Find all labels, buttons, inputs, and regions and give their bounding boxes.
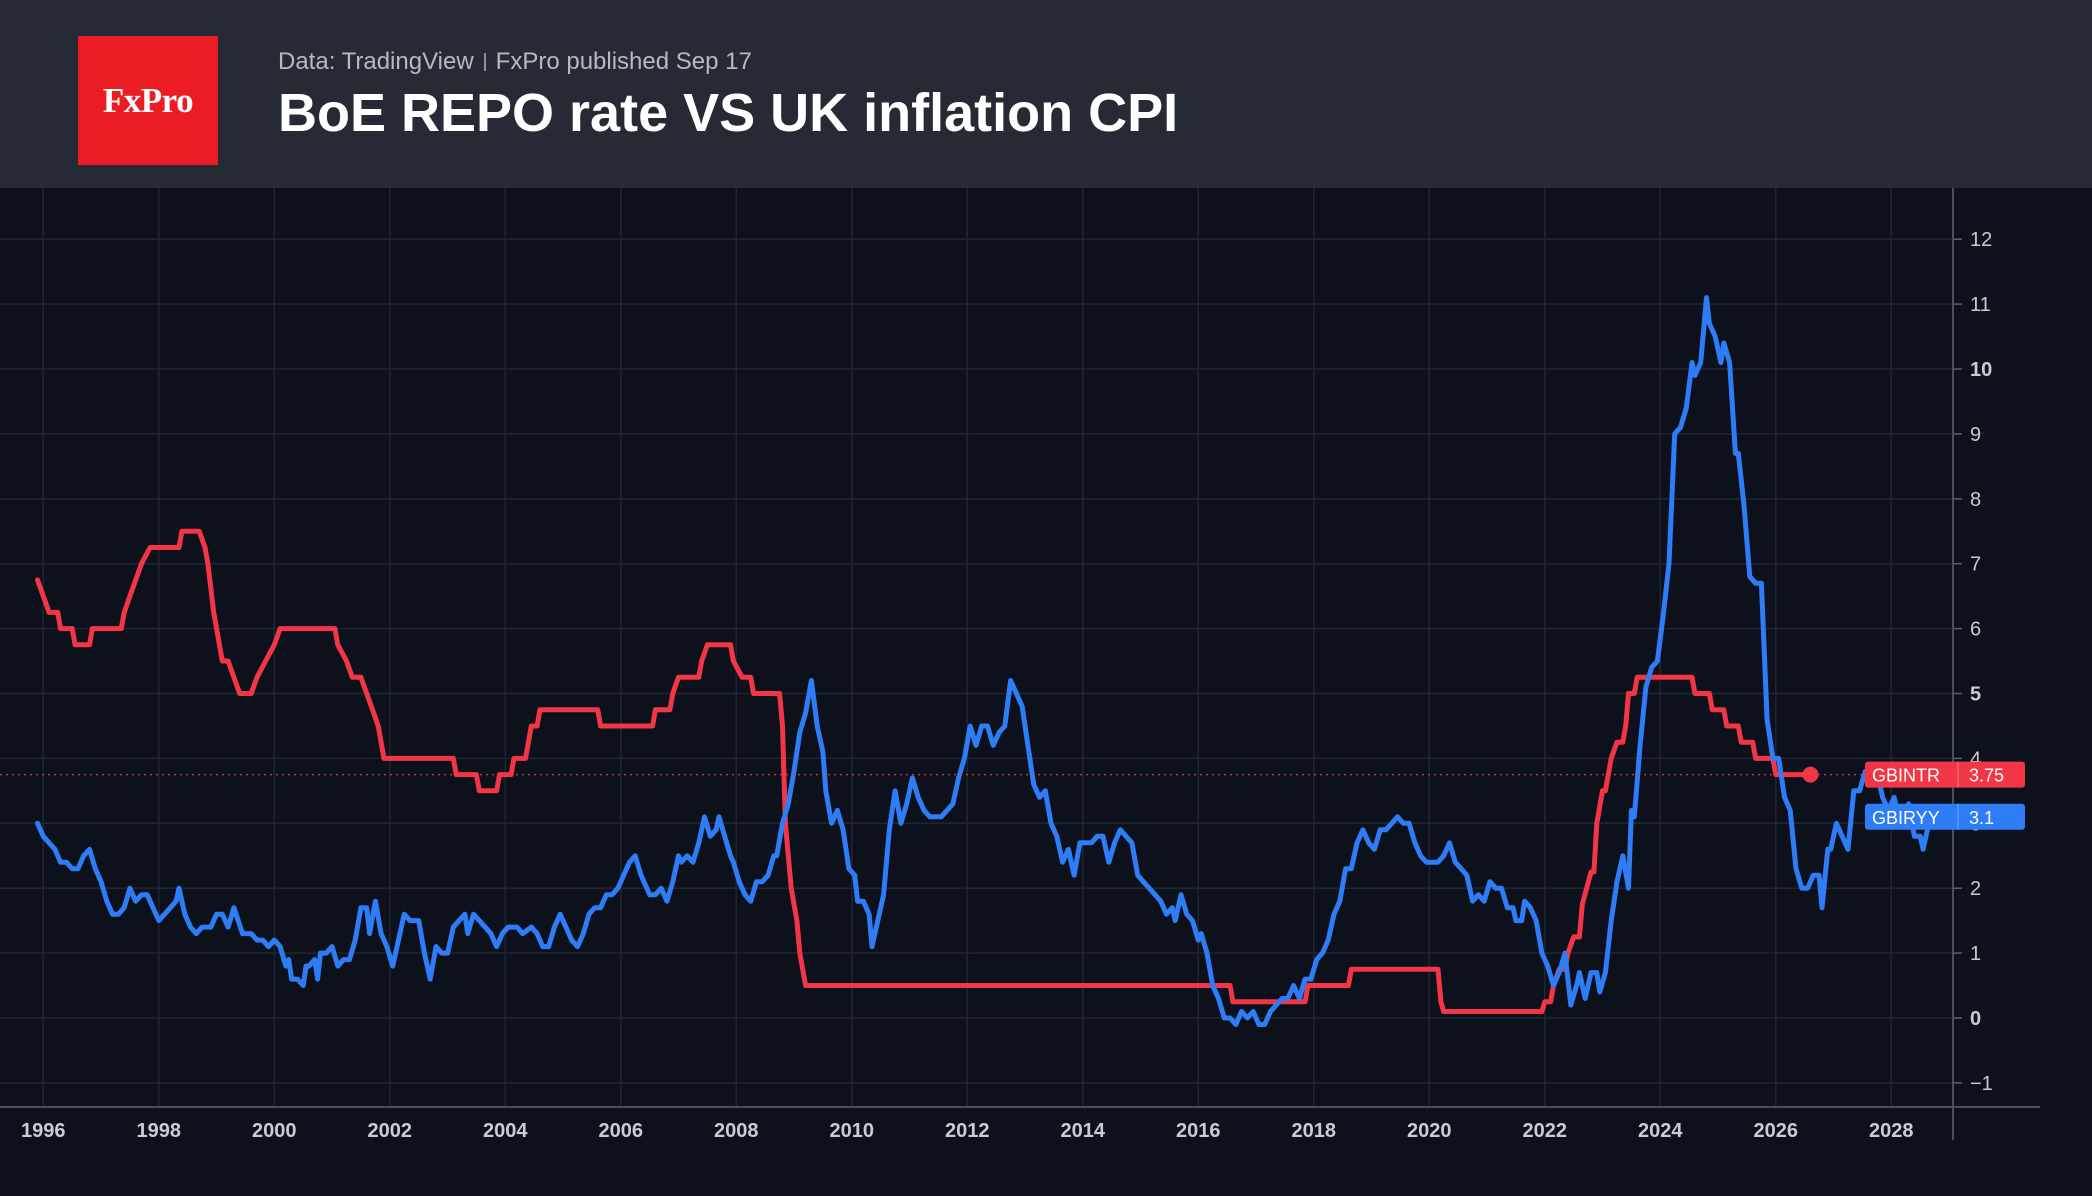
- y-tick-label: 0: [1970, 1008, 1981, 1030]
- x-tick-label: 2028: [1869, 1120, 1914, 1142]
- y-tick-label: 1: [1970, 943, 1981, 965]
- value-label-box: [1865, 803, 2025, 830]
- x-tick-label: 2010: [830, 1120, 875, 1142]
- fxpro-logo: FxPro: [78, 36, 218, 165]
- x-tick-label: 2012: [945, 1120, 990, 1142]
- y-tick-label: 7: [1970, 554, 1981, 576]
- chart-title: BoE REPO rate VS UK inflation CPI: [278, 83, 1179, 143]
- y-tick-label: 10: [1970, 359, 1992, 381]
- x-tick-label: 2002: [368, 1120, 413, 1142]
- x-tick-label: 2026: [1754, 1120, 1799, 1142]
- repo-rate-line: [35, 528, 1813, 1014]
- value-label-box: [1865, 761, 2025, 788]
- y-tick-label: 5: [1970, 684, 1981, 706]
- y-tick-label: 8: [1970, 489, 1981, 511]
- logo-text: FxPro: [102, 80, 194, 120]
- x-tick-label: 2000: [252, 1120, 297, 1142]
- chart-meta: Data: TradingView FxPro published Sep 17: [278, 48, 752, 76]
- x-tick-label: 2018: [1292, 1120, 1337, 1142]
- series-value-labels: GBINTR 3.75 GBIRYY 3.1: [1865, 761, 2025, 830]
- chart-axes: 1211109876543210−11996199820002002200420…: [0, 188, 2040, 1142]
- x-tick-label: 1998: [137, 1120, 182, 1142]
- cpi-value-label: GBIRYY 3.1: [1865, 803, 2025, 830]
- published-date: FxPro published Sep 17: [495, 48, 752, 75]
- repo-last-point: [1802, 766, 1819, 783]
- series-name: GBINTR: [1872, 766, 1940, 786]
- y-tick-label: 12: [1970, 229, 1992, 251]
- meta-divider: [483, 53, 486, 71]
- x-tick-label: 2014: [1061, 1120, 1106, 1142]
- y-tick-label: 4: [1970, 748, 1981, 770]
- chart-header: FxPro Data: TradingView FxPro published S…: [0, 0, 2092, 188]
- x-tick-label: 2016: [1176, 1120, 1221, 1142]
- x-tick-label: 2004: [483, 1120, 528, 1142]
- y-tick-label: 6: [1970, 619, 1981, 641]
- y-tick-label: 11: [1970, 294, 1991, 316]
- cpi-line: [35, 295, 1938, 1027]
- y-tick-label: −1: [1970, 1073, 1993, 1095]
- data-source: Data: TradingView: [278, 48, 474, 75]
- x-tick-label: 2008: [714, 1120, 759, 1142]
- y-tick-label: 9: [1970, 424, 1981, 446]
- chart-series: [0, 295, 1953, 1027]
- repo-value-label: GBINTR 3.75: [1865, 761, 2025, 788]
- line-chart: 1211109876543210−11996199820002002200420…: [0, 188, 2040, 1142]
- x-tick-label: 2022: [1523, 1120, 1568, 1142]
- x-tick-label: 2020: [1407, 1120, 1452, 1142]
- series-last-value: 3.1: [1969, 808, 1994, 828]
- x-tick-label: 1996: [21, 1120, 66, 1142]
- x-tick-label: 2006: [599, 1120, 644, 1142]
- series-last-value: 3.75: [1969, 766, 2004, 786]
- y-tick-label: 2: [1970, 878, 1981, 900]
- series-name: GBIRYY: [1872, 808, 1940, 828]
- x-tick-label: 2024: [1638, 1120, 1683, 1142]
